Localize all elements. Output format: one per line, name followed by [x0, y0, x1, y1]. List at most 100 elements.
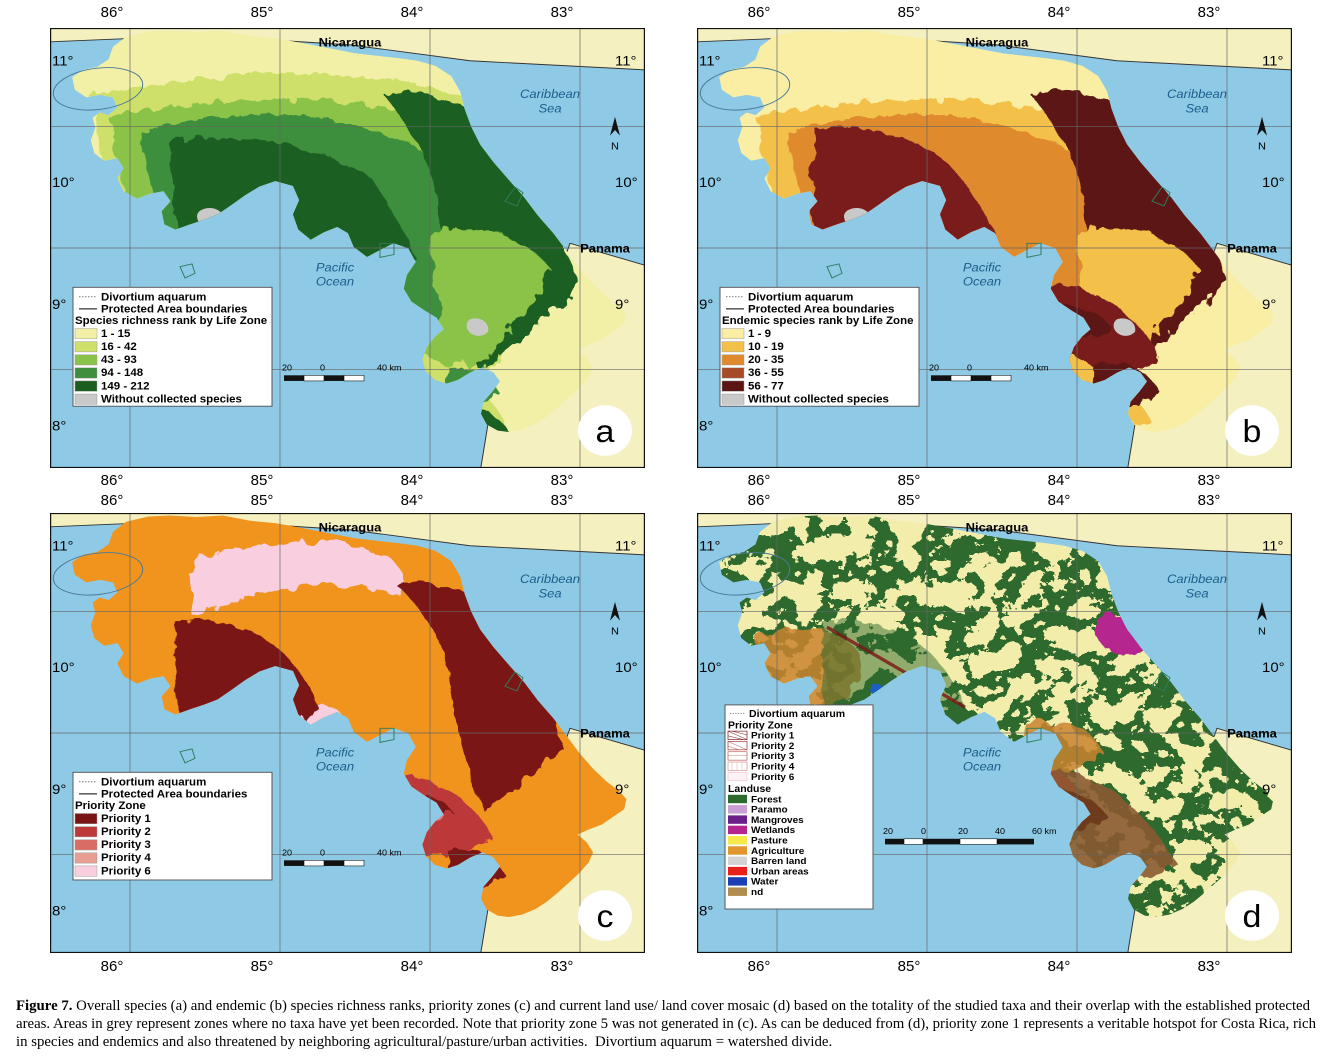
svg-text:d: d: [1243, 898, 1262, 934]
svg-text:Pacific: Pacific: [963, 746, 1002, 760]
svg-text:Water: Water: [751, 877, 779, 888]
svg-text:Ocean: Ocean: [316, 760, 354, 774]
svg-text:b: b: [1243, 413, 1262, 449]
svg-text:Sea: Sea: [538, 102, 561, 116]
svg-text:Panama: Panama: [580, 727, 631, 741]
svg-text:11°: 11°: [52, 539, 74, 554]
svg-text:43 - 93: 43 - 93: [101, 354, 137, 366]
svg-text:40 km: 40 km: [377, 363, 401, 373]
svg-text:Divortium aquarum: Divortium aquarum: [101, 777, 206, 789]
svg-text:8°: 8°: [699, 904, 713, 919]
svg-text:20: 20: [958, 826, 968, 836]
svg-text:Without collected species: Without collected species: [748, 394, 889, 406]
svg-text:10°: 10°: [699, 176, 722, 191]
svg-text:0: 0: [320, 848, 325, 858]
svg-text:40 km: 40 km: [1024, 363, 1048, 373]
svg-text:Nicaragua: Nicaragua: [319, 521, 383, 535]
svg-text:16 - 42: 16 - 42: [101, 341, 137, 353]
svg-text:10°: 10°: [615, 661, 638, 676]
svg-text:Priority 1: Priority 1: [101, 813, 151, 825]
svg-text:10°: 10°: [1262, 176, 1285, 191]
svg-text:Ocean: Ocean: [963, 760, 1001, 774]
svg-text:Paramo: Paramo: [751, 805, 788, 816]
svg-text:11°: 11°: [1262, 54, 1284, 69]
svg-text:Priority 2: Priority 2: [751, 741, 794, 752]
svg-text:9°: 9°: [615, 297, 629, 312]
svg-text:60 km: 60 km: [1032, 826, 1056, 836]
svg-text:N: N: [1258, 141, 1266, 153]
svg-text:11°: 11°: [615, 54, 637, 69]
svg-text:20: 20: [282, 848, 292, 858]
svg-text:nd: nd: [751, 887, 763, 898]
svg-text:Barren land: Barren land: [751, 856, 807, 867]
svg-text:Caribbean: Caribbean: [520, 88, 580, 102]
svg-text:94 - 148: 94 - 148: [101, 368, 143, 380]
svg-text:10°: 10°: [615, 176, 638, 191]
svg-text:20: 20: [282, 363, 292, 373]
svg-text:N: N: [611, 626, 619, 638]
svg-text:Without collected species: Without collected species: [101, 394, 242, 406]
svg-text:56 - 77: 56 - 77: [748, 381, 784, 393]
svg-text:1 - 15: 1 - 15: [101, 328, 130, 340]
svg-text:Agriculture: Agriculture: [751, 846, 805, 857]
svg-text:36 - 55: 36 - 55: [748, 368, 784, 380]
svg-text:a: a: [596, 413, 616, 449]
svg-text:Priority 4: Priority 4: [751, 762, 795, 773]
svg-text:11°: 11°: [615, 539, 637, 554]
svg-text:20 - 35: 20 - 35: [748, 354, 784, 366]
svg-text:Panama: Panama: [580, 242, 631, 256]
svg-text:11°: 11°: [52, 54, 74, 69]
svg-text:40 km: 40 km: [377, 848, 401, 858]
svg-text:Panama: Panama: [1227, 727, 1278, 741]
svg-text:Protected Area boundaries: Protected Area boundaries: [101, 304, 247, 316]
svg-text:Divortium aquarum: Divortium aquarum: [748, 292, 853, 304]
svg-text:9°: 9°: [52, 782, 66, 797]
svg-text:Protected Area boundaries: Protected Area boundaries: [101, 789, 247, 801]
svg-text:8°: 8°: [52, 904, 66, 919]
svg-text:20: 20: [929, 363, 939, 373]
svg-text:0: 0: [320, 363, 325, 373]
svg-text:8°: 8°: [52, 419, 66, 434]
svg-text:Priority Zone: Priority Zone: [75, 800, 146, 812]
svg-text:Pasture: Pasture: [751, 836, 788, 847]
svg-text:Sea: Sea: [1185, 587, 1208, 601]
svg-text:Endemic species rank by Life Z: Endemic species rank by Life Zone: [722, 315, 913, 327]
svg-text:Ocean: Ocean: [316, 275, 354, 289]
svg-text:9°: 9°: [1262, 782, 1276, 797]
svg-text:Species richness rank by Life: Species richness rank by Life Zone: [75, 315, 267, 327]
svg-text:Priority 1: Priority 1: [751, 731, 795, 742]
svg-text:Caribbean: Caribbean: [1167, 88, 1227, 102]
svg-text:Priority 3: Priority 3: [101, 839, 151, 851]
svg-text:Sea: Sea: [1185, 102, 1208, 116]
svg-text:9°: 9°: [699, 782, 713, 797]
svg-text:c: c: [596, 898, 613, 934]
svg-text:40: 40: [995, 826, 1005, 836]
svg-text:9°: 9°: [615, 782, 629, 797]
svg-text:Pacific: Pacific: [316, 261, 355, 275]
svg-text:10 - 19: 10 - 19: [748, 341, 784, 353]
svg-text:Wetlands: Wetlands: [751, 825, 795, 836]
svg-text:Divortium aquarum: Divortium aquarum: [101, 292, 206, 304]
svg-text:Caribbean: Caribbean: [1167, 573, 1227, 587]
svg-text:9°: 9°: [52, 297, 66, 312]
svg-text:Priority 4: Priority 4: [101, 853, 152, 865]
svg-text:Priority 6: Priority 6: [101, 866, 151, 878]
svg-text:10°: 10°: [1262, 661, 1285, 676]
svg-text:10°: 10°: [52, 176, 75, 191]
svg-text:Protected Area boundaries: Protected Area boundaries: [748, 304, 894, 316]
svg-text:Ocean: Ocean: [963, 275, 1001, 289]
svg-text:11°: 11°: [699, 539, 721, 554]
svg-text:Pacific: Pacific: [316, 746, 355, 760]
svg-text:Priority 3: Priority 3: [751, 751, 795, 762]
svg-text:Nicaragua: Nicaragua: [966, 521, 1030, 535]
svg-text:Mangroves: Mangroves: [751, 815, 804, 826]
svg-text:0: 0: [967, 363, 972, 373]
svg-text:Panama: Panama: [1227, 242, 1278, 256]
svg-text:Nicaragua: Nicaragua: [966, 36, 1030, 50]
svg-text:Priority 2: Priority 2: [101, 826, 151, 838]
svg-text:10°: 10°: [52, 661, 75, 676]
svg-text:1 - 9: 1 - 9: [748, 328, 771, 340]
svg-text:Urban areas: Urban areas: [751, 867, 809, 878]
svg-text:Priority 6: Priority 6: [751, 772, 795, 783]
svg-text:149 - 212: 149 - 212: [101, 381, 150, 393]
